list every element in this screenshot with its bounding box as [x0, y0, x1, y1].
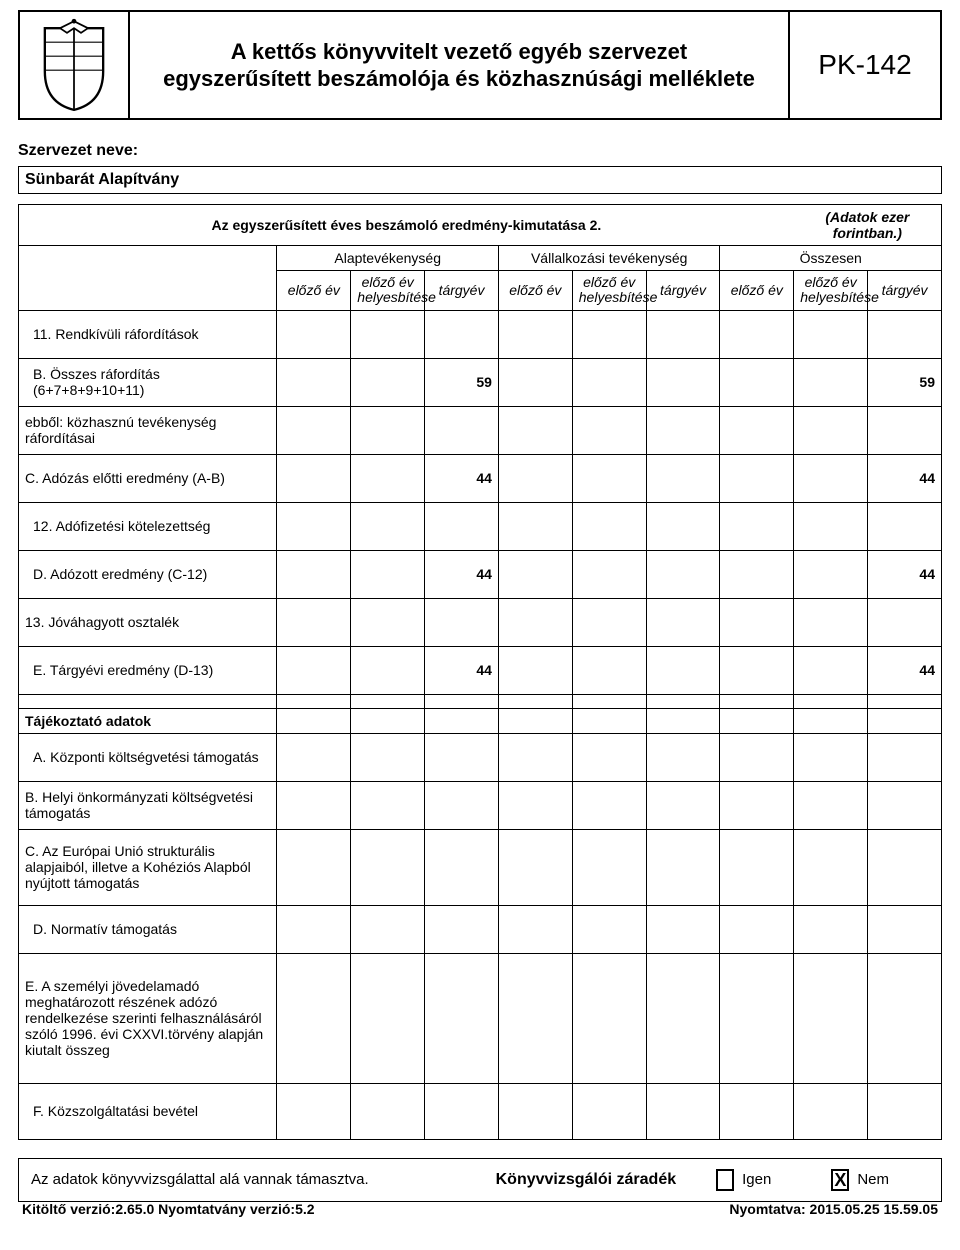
crest-icon [20, 12, 130, 118]
auditor-clause-label: Könyvvizsgálói záradék [496, 1171, 677, 1189]
row-D: D. Adózott eredmény (C-12) [19, 550, 277, 598]
row-11: 11. Rendkívüli ráfordítások [19, 310, 277, 358]
row-Bx: ebből: közhasznú tevékenység ráfordítása… [19, 406, 277, 454]
row-B: B. Összes ráfordítás (6+7+8+9+10+11) [19, 358, 277, 406]
row-B-c3: 59 [425, 358, 499, 406]
title-line1: A kettős könyvvitelt vezető egyéb szerve… [231, 39, 687, 64]
row-iD: D. Normatív támogatás [19, 905, 277, 953]
checkbox-no[interactable]: X [831, 1169, 849, 1191]
row-iA: A. Központi költségvetési támogatás [19, 733, 277, 781]
form-title: A kettős könyvvitelt vezető egyéb szerve… [130, 12, 790, 118]
checkbox-yes[interactable] [716, 1169, 734, 1191]
section-note: (Adatok ezer forintban.) [825, 209, 909, 241]
income-statement-table: Az egyszerűsített éves beszámoló eredmén… [18, 204, 942, 1140]
row-iC: C. Az Európai Unió strukturális alapjaib… [19, 829, 277, 905]
row-iB: B. Helyi önkormányzati költségvetési tám… [19, 781, 277, 829]
sub-c3b: tárgyév [646, 271, 720, 311]
auditor-footer: Az adatok könyvvizsgálattal alá vannak t… [18, 1158, 942, 1202]
row-B-c9: 59 [868, 358, 942, 406]
info-header: Tájékoztató adatok [19, 708, 277, 733]
sub-c2c: előző év helyesbítése [794, 271, 868, 311]
org-name-label: Szervezet neve: [18, 142, 942, 160]
group-ossz: Összesen [720, 246, 942, 271]
group-vall: Vállalkozási tevékenység [498, 246, 719, 271]
row-E-c9: 44 [868, 646, 942, 694]
sub-c1c: előző év [720, 271, 794, 311]
row-C: C. Adózás előtti eredmény (A-B) [19, 454, 277, 502]
group-alap: Alaptevékenység [277, 246, 498, 271]
row-D-c9: 44 [868, 550, 942, 598]
row-E-c3: 44 [425, 646, 499, 694]
form-header: A kettős könyvvitelt vezető egyéb szerve… [18, 10, 942, 120]
row-D-c3: 44 [425, 550, 499, 598]
title-line2: egyszerűsített beszámolója és közhasznús… [163, 66, 755, 91]
row-iF: F. Közszolgáltatási bevétel [19, 1083, 277, 1139]
form-code: PK-142 [790, 12, 940, 118]
version-right: Nyomtatva: 2015.05.25 15.59.05 [729, 1201, 938, 1217]
org-name-value: Sünbarát Alapítvány [18, 166, 942, 194]
audit-statement: Az adatok könyvvizsgálattal alá vannak t… [31, 1171, 476, 1188]
yes-label: Igen [742, 1171, 771, 1188]
row-iE: E. A személyi jövedelamadó meghatározott… [19, 953, 277, 1083]
sub-c2b: előző év helyesbítése [572, 271, 646, 311]
row-13: 13. Jóváhagyott osztalék [19, 598, 277, 646]
sub-c1: előző év [277, 271, 351, 311]
no-label: Nem [857, 1171, 889, 1188]
row-C-c9: 44 [868, 454, 942, 502]
row-12: 12. Adófizetési kötelezettség [19, 502, 277, 550]
sub-c2: előző év helyesbítése [351, 271, 425, 311]
version-left: Kitöltő verzió:2.65.0 Nyomtatvány verzió… [22, 1201, 315, 1217]
version-line: Kitöltő verzió:2.65.0 Nyomtatvány verzió… [18, 1200, 942, 1217]
row-C-c3: 44 [425, 454, 499, 502]
row-E: E. Tárgyévi eredmény (D-13) [19, 646, 277, 694]
sub-c1b: előző év [498, 271, 572, 311]
section-title: Az egyszerűsített éves beszámoló eredmén… [211, 217, 601, 233]
